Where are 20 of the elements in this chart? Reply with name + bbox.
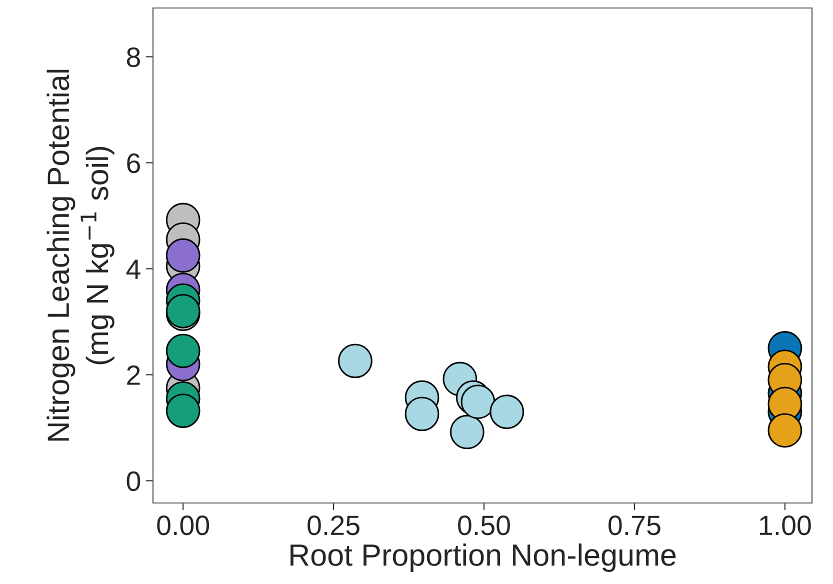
x-tick-label: 0.50 bbox=[458, 516, 510, 536]
x-tick-label: 0.25 bbox=[308, 516, 360, 536]
point bbox=[166, 238, 200, 273]
y-axis-title: Nitrogen Leaching Potential (mg N kg$^{−1}$ soil) bbox=[46, 70, 114, 441]
y-tick-label: 0 bbox=[126, 471, 140, 492]
x-tick-label: 0.75 bbox=[608, 516, 660, 536]
point bbox=[450, 414, 484, 450]
point bbox=[404, 396, 440, 432]
point bbox=[338, 344, 372, 378]
y-tick-label: 2 bbox=[127, 365, 140, 385]
y-tick-label: 4 bbox=[126, 260, 140, 279]
point bbox=[166, 394, 200, 428]
y-tick-label: 6 bbox=[127, 153, 140, 174]
x-tick-label: 0.00 bbox=[157, 516, 210, 536]
x-tick-label: 1.00 bbox=[760, 516, 811, 536]
x-axis-title: Root Proportion Non-legume bbox=[290, 543, 676, 572]
point bbox=[460, 384, 496, 419]
point bbox=[166, 334, 200, 368]
y-tick-label: 8 bbox=[126, 47, 140, 68]
point bbox=[490, 394, 524, 430]
